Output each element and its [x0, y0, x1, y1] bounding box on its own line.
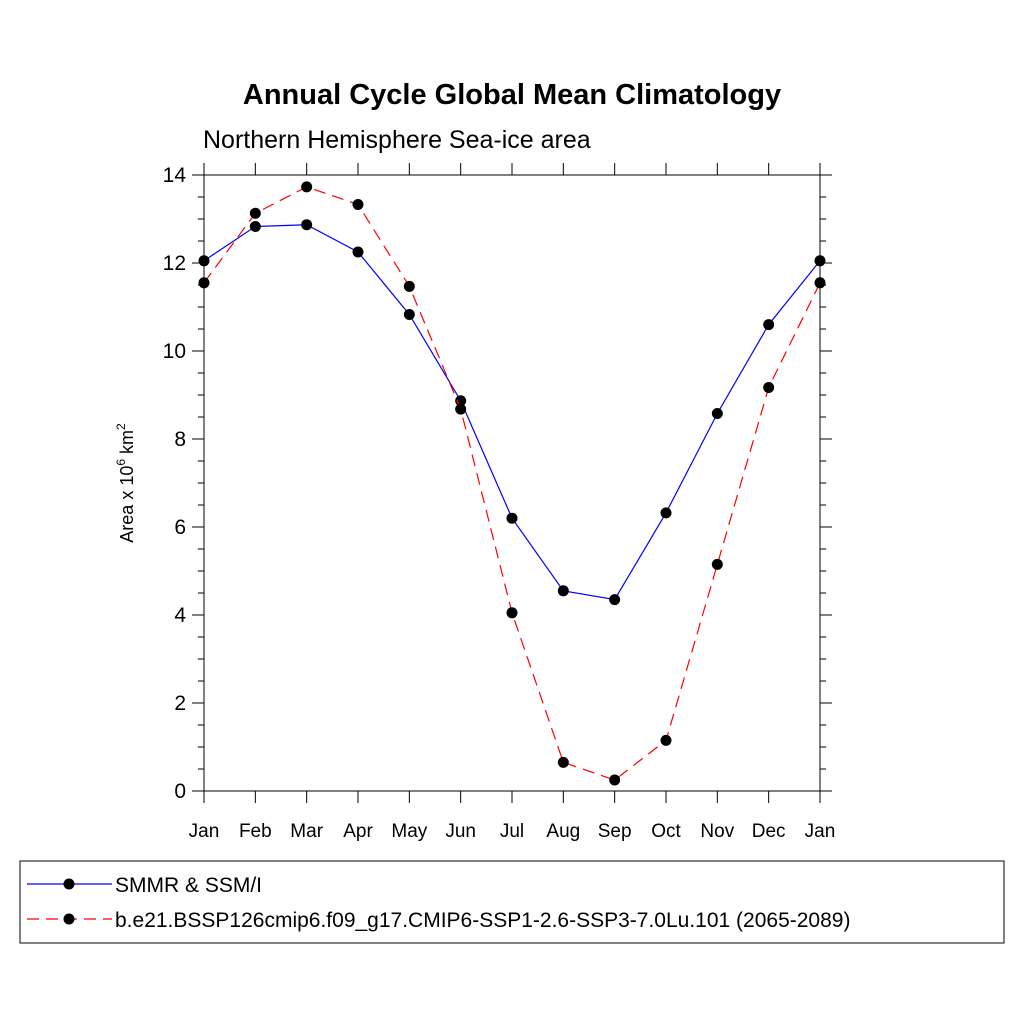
data-point: [711, 558, 723, 570]
legend-box: [19, 860, 1005, 944]
data-point: [249, 220, 261, 232]
y-axis-label: Area x 106 km2: [114, 423, 137, 543]
data-point: [352, 198, 364, 210]
x-tick-label: Dec: [752, 821, 786, 842]
y-tick-label: 12: [163, 252, 186, 275]
data-point: [557, 585, 569, 597]
data-point: [814, 255, 826, 267]
data-point: [506, 607, 518, 619]
data-point: [557, 756, 569, 768]
y-axis-label-unit: km: [117, 430, 137, 459]
svg-text:Area x 106 km2: Area x 106 km2: [114, 423, 137, 543]
data-point: [814, 277, 826, 289]
data-point: [352, 246, 364, 258]
series-line-1: [203, 224, 821, 601]
x-tick-label: Jun: [445, 821, 476, 842]
legend-marker: [63, 878, 75, 890]
data-point: [198, 255, 210, 267]
data-point: [403, 280, 415, 292]
data-point: [249, 207, 261, 219]
legend-label: SMMR & SSM/I: [115, 874, 262, 897]
chart-subtitle: Northern Hemisphere Sea-ice area: [203, 126, 591, 154]
y-tick-label: 2: [174, 692, 186, 715]
legend-label: b.e21.BSSP126cmip6.f09_g17.CMIP6-SSP1-2.…: [115, 909, 850, 932]
data-point: [609, 594, 621, 606]
data-point: [301, 219, 313, 231]
data-point: [455, 403, 467, 415]
chart-title: Annual Cycle Global Mean Climatology: [243, 79, 781, 111]
data-point: [198, 277, 210, 289]
x-tick-label: Oct: [651, 821, 681, 842]
x-tick-label: Feb: [239, 821, 272, 842]
y-axis-label-text: Area x 10: [117, 466, 137, 543]
x-tick-label: Apr: [343, 821, 373, 842]
data-point: [403, 308, 415, 320]
series-1: [198, 219, 826, 606]
data-point: [609, 774, 621, 786]
x-tick-label: Jul: [500, 821, 524, 842]
plot-frame: [203, 174, 821, 792]
x-tick-label: Jan: [189, 821, 220, 842]
series-2: [198, 181, 826, 786]
x-tick-label: Mar: [290, 821, 323, 842]
legend-entry-1: SMMR & SSM/I: [27, 874, 262, 897]
y-tick-label: 6: [174, 516, 186, 539]
x-tick-label: Sep: [598, 821, 632, 842]
legend: SMMR & SSM/I b.e21.BSSP126cmip6.f09_g17.C…: [27, 874, 850, 932]
data-point: [660, 507, 672, 519]
y-tick-label: 4: [174, 604, 186, 627]
x-tick-label: Nov: [700, 821, 734, 842]
series-line-2: [203, 186, 821, 781]
y-axis-label-exponent: 6: [114, 459, 128, 466]
data-point: [763, 319, 775, 331]
y-tick-label: 0: [174, 780, 186, 803]
legend-entry-2: b.e21.BSSP126cmip6.f09_g17.CMIP6-SSP1-2.…: [27, 909, 850, 932]
data-point: [301, 181, 313, 193]
legend-marker: [63, 913, 75, 925]
data-point: [660, 734, 672, 746]
x-tick-label: Jan: [805, 821, 836, 842]
x-tick-label: May: [391, 821, 427, 842]
data-point: [711, 407, 723, 419]
x-tick-label: Aug: [546, 821, 580, 842]
data-point: [763, 382, 775, 394]
data-point: [506, 512, 518, 524]
axes: 0 2 4 6 8 10 12 14 Jan Feb Mar Apr May Jun Jul Aug Sep Oc…: [163, 163, 836, 842]
y-tick-label: 8: [174, 428, 186, 451]
y-axis-label-unit-exponent: 2: [114, 423, 128, 430]
series-layer: [198, 181, 826, 786]
y-tick-label: 10: [163, 340, 186, 363]
y-tick-label: 14: [163, 164, 187, 187]
